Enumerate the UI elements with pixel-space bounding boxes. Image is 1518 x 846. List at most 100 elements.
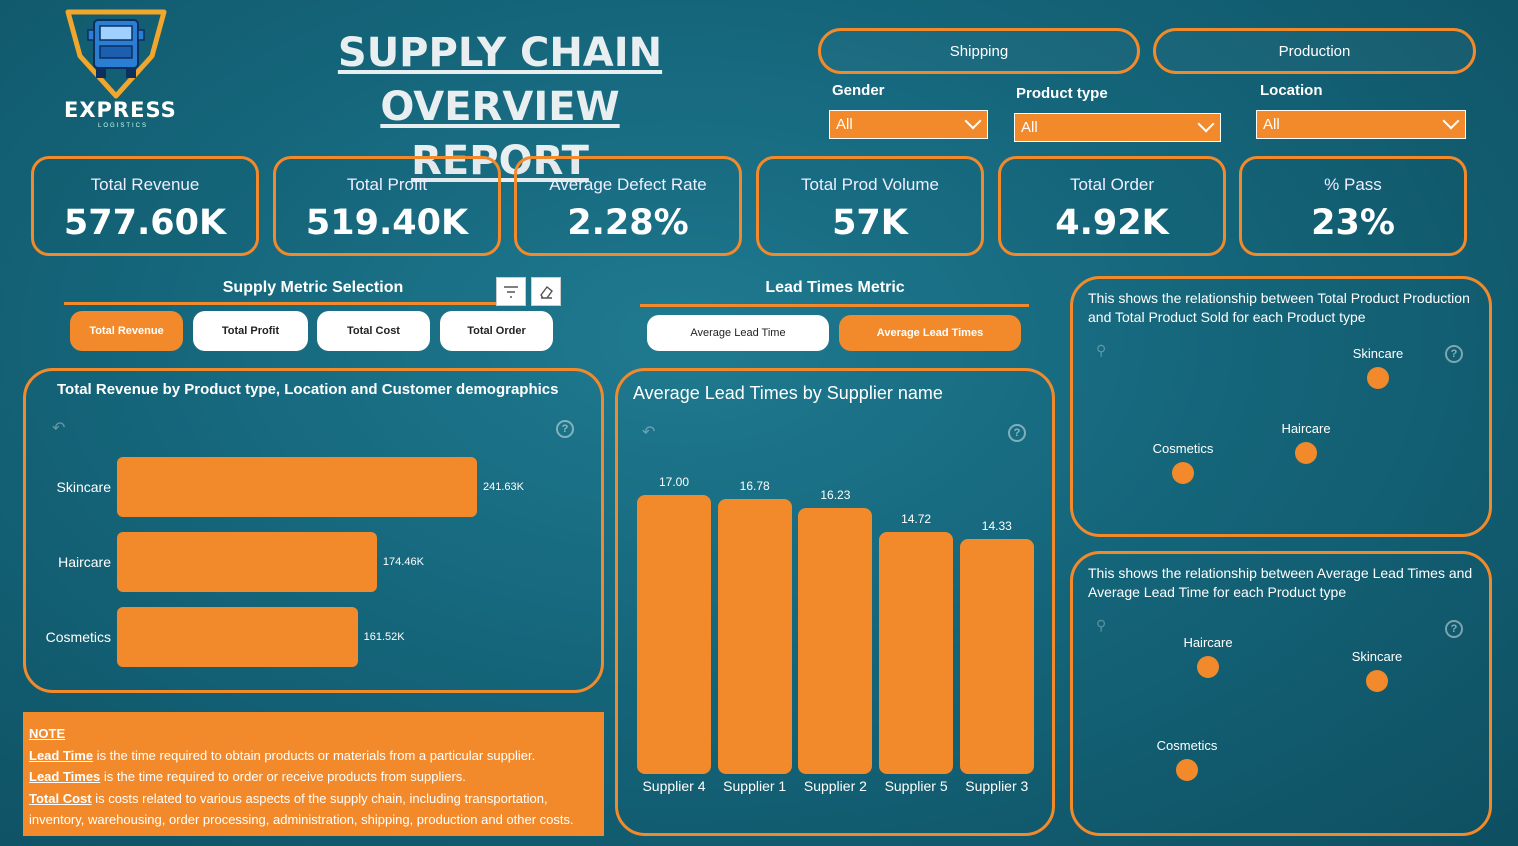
note-term: Lead Times: [29, 769, 101, 784]
product-type-slicer[interactable]: All: [1014, 113, 1221, 142]
bar-value-label: 14.72: [901, 512, 932, 527]
bar-category-label: Supplier 2: [803, 778, 867, 794]
note-line-lead-times: Lead Times is the time required to order…: [29, 766, 598, 788]
logo-brand-text: EXPRESS: [64, 98, 177, 122]
bar-category-label: Cosmetics: [45, 629, 111, 645]
scatter-point-label: Cosmetics: [1156, 738, 1218, 753]
note-line-total-cost: Total Cost is costs related to various a…: [29, 788, 598, 831]
back-arrow-icon[interactable]: ↶: [642, 424, 656, 441]
supply-option-total-profit[interactable]: Total Profit: [193, 311, 308, 351]
scatter-panel-lead-times: [1070, 551, 1492, 836]
scatter-point: [1172, 462, 1194, 484]
kpi-label: % Pass: [1324, 175, 1382, 194]
bar: [117, 532, 377, 592]
note-text: is the time required to obtain products …: [93, 747, 536, 763]
bar: [117, 457, 477, 517]
kpi-card-total-profit: Total Profit 519.40K: [273, 156, 501, 256]
scatter-1-title: This shows the relationship between Tota…: [1088, 290, 1470, 325]
help-icon[interactable]: ?: [1445, 620, 1463, 638]
kpi-card-average-defect-rate: Average Defect Rate 2.28%: [514, 156, 742, 256]
bar-category-label: Supplier 3: [965, 778, 1029, 794]
lead-option-average-lead-times[interactable]: Average Lead Times: [839, 315, 1021, 351]
bar-category-label: Haircare: [58, 554, 111, 570]
revenue-chart-panel: [23, 368, 604, 693]
kpi-card-total-revenue: Total Revenue 577.60K: [31, 156, 259, 256]
lead-times-chart-panel: [615, 368, 1055, 836]
scatter-point: [1295, 442, 1317, 464]
lead-metric-divider: [640, 304, 1029, 307]
kpi-card-total-order: Total Order 4.92K: [998, 156, 1226, 256]
lead-times-chart-title: Average Lead Times by Supplier name: [633, 383, 943, 403]
supply-option-total-order[interactable]: Total Order: [440, 311, 553, 351]
kpi-label: Total Profit: [346, 175, 428, 194]
scatter-point-label: Skincare: [1351, 649, 1403, 664]
note-line-lead-time: Lead Time is the time required to obtain…: [29, 745, 598, 767]
help-icon[interactable]: ?: [1008, 424, 1026, 442]
bar: [117, 607, 358, 667]
revenue-chart-title: Total Revenue by Product type, Location …: [57, 381, 559, 398]
bar: [717, 498, 792, 774]
bar-value-label: 16.23: [820, 487, 851, 502]
page-title: SUPPLY CHAIN OVERVIEW REPORT: [230, 26, 770, 188]
lead-metric-title: Lead Times Metric: [765, 279, 905, 296]
scatter-point: [1176, 759, 1198, 781]
logo-sub-text: LOGISTICS: [98, 123, 149, 129]
location-slicer-label: Location: [1260, 82, 1323, 99]
gender-slicer[interactable]: All: [829, 110, 988, 139]
gender-slicer-value: All: [836, 116, 853, 133]
kpi-label: Average Defect Rate: [549, 175, 707, 194]
help-icon[interactable]: ?: [1445, 345, 1463, 363]
scatter-point-label: Skincare: [1352, 346, 1404, 361]
kpi-label: Total Revenue: [90, 175, 200, 194]
truck-logo-icon: [65, 9, 167, 99]
help-icon[interactable]: ?: [556, 420, 574, 438]
note-text: is costs related to various aspects of t…: [29, 790, 574, 828]
lead-option-average-lead-time[interactable]: Average Lead Time: [647, 315, 829, 351]
product-type-slicer-label: Product type: [1016, 85, 1108, 102]
kpi-value: 577.60K: [63, 203, 227, 243]
bar-value-label: 161.52K: [363, 631, 405, 643]
kpi-value: 4.92K: [1055, 203, 1169, 243]
zoom-icon[interactable]: ⚲: [1096, 342, 1107, 358]
kpi-value: 57K: [832, 203, 908, 243]
bar-value-label: 16.78: [739, 478, 770, 493]
eraser-icon[interactable]: [531, 277, 561, 306]
note-term: Lead Time: [29, 747, 94, 763]
company-logo: EXPRESS LOGISTICS: [56, 6, 177, 129]
bar-category-label: Supplier 4: [642, 778, 706, 794]
bar-category-label: Supplier 1: [723, 778, 787, 794]
kpi-value: 2.28%: [567, 203, 689, 243]
kpi-card-total-prod-volume: Total Prod Volume 57K: [756, 156, 984, 256]
supply-option-total-cost[interactable]: Total Cost: [317, 311, 430, 351]
kpi-label: Total Prod Volume: [801, 175, 939, 194]
kpi-card-pass-rate: % Pass 23%: [1239, 156, 1467, 256]
note-box: NOTE Lead Time is the time required to o…: [23, 712, 604, 836]
bar: [637, 495, 711, 774]
product-type-slicer-value: All: [1021, 119, 1038, 136]
location-slicer-value: All: [1263, 116, 1280, 133]
chevron-down-icon: [1197, 115, 1215, 133]
scatter-point: [1366, 670, 1388, 692]
bar: [959, 538, 1034, 774]
scatter-point: [1197, 656, 1219, 678]
kpi-label: Total Order: [1069, 175, 1155, 194]
kpi-value: 23%: [1311, 203, 1395, 243]
supply-option-total-revenue[interactable]: Total Revenue: [70, 311, 183, 351]
bar-category-label: Supplier 5: [884, 778, 948, 794]
bar: [798, 507, 873, 774]
note-text: is the time required to order or receive…: [100, 769, 466, 784]
zoom-icon[interactable]: ⚲: [1096, 617, 1107, 633]
scatter-point-label: Haircare: [1281, 421, 1331, 436]
gender-slicer-label: Gender: [832, 82, 885, 99]
scatter-point-label: Haircare: [1183, 635, 1233, 650]
note-term: Total Cost: [29, 790, 92, 806]
back-arrow-icon[interactable]: ↶: [52, 420, 66, 437]
filter-icon[interactable]: [496, 277, 526, 306]
production-nav-button[interactable]: Production: [1153, 28, 1476, 74]
bar-category-label: Skincare: [56, 479, 111, 495]
location-slicer[interactable]: All: [1256, 110, 1466, 139]
chevron-down-icon: [964, 112, 982, 130]
title-line-1: SUPPLY CHAIN OVERVIEW: [337, 30, 663, 130]
scatter-point-label: Cosmetics: [1152, 441, 1214, 456]
shipping-nav-button[interactable]: Shipping: [818, 28, 1140, 74]
